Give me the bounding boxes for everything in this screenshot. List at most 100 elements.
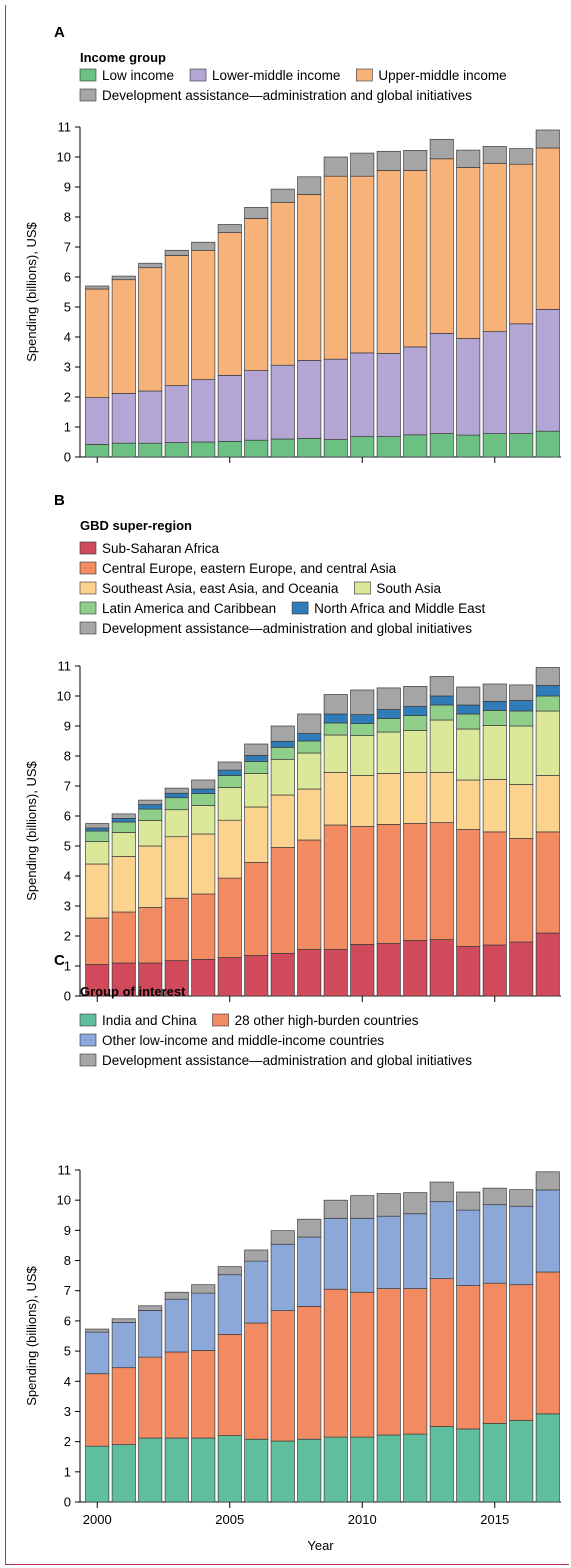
bar-segment xyxy=(217,441,242,458)
bar-segment xyxy=(270,364,295,440)
bar-segment xyxy=(535,1189,560,1273)
bar-segment xyxy=(191,441,216,458)
bar-segment xyxy=(191,1437,216,1503)
bar-segment xyxy=(244,806,269,863)
bar-segment xyxy=(111,911,136,964)
bar-segment xyxy=(350,826,375,945)
bar-segment xyxy=(456,713,481,730)
bar-segment xyxy=(270,740,295,748)
y-tick-label: 3 xyxy=(64,360,71,375)
y-tick-label: 8 xyxy=(64,210,71,225)
y-tick-label: 3 xyxy=(64,1404,71,1419)
bar-segment xyxy=(217,761,242,771)
bar-segment xyxy=(403,1433,428,1503)
bar-segment xyxy=(270,953,295,997)
bar-segment xyxy=(403,1288,428,1435)
bar-segment xyxy=(350,775,375,827)
bar-segment xyxy=(323,722,348,736)
bar-segment xyxy=(297,752,322,790)
legend-swatch xyxy=(189,68,207,82)
bar-segment xyxy=(535,775,560,833)
bar-segment xyxy=(217,769,242,776)
bar-segment xyxy=(376,436,401,458)
bar-segment xyxy=(85,830,110,842)
legend-swatch xyxy=(354,581,371,595)
bar-segment xyxy=(297,1306,322,1440)
y-tick-label: 9 xyxy=(64,719,71,734)
bar-segment xyxy=(509,1284,534,1421)
y-tick-label: 2 xyxy=(64,1434,71,1449)
bar-segment xyxy=(111,1444,136,1503)
bar-segment xyxy=(429,704,454,721)
bar-segment xyxy=(350,175,375,354)
bar-segment xyxy=(376,1215,401,1289)
bar-segment xyxy=(138,808,163,821)
y-tick-label: 6 xyxy=(64,270,71,285)
bar-segment xyxy=(509,1189,534,1207)
bar-segment xyxy=(535,1171,560,1191)
bar-segment xyxy=(376,1288,401,1436)
bar-segment xyxy=(323,949,348,997)
bar-segment xyxy=(191,1284,216,1294)
bar-segment xyxy=(509,710,534,727)
bar-segment xyxy=(482,433,507,458)
x-tick-label: 2005 xyxy=(215,1512,244,1527)
bar-segment xyxy=(456,704,481,715)
bar-segment xyxy=(217,877,242,958)
bar-segment xyxy=(403,730,428,773)
bar-segment xyxy=(297,194,322,361)
bar-segment xyxy=(164,1291,189,1300)
bar-segment xyxy=(429,772,454,823)
bar-segment xyxy=(482,944,507,997)
bar-segment xyxy=(535,932,560,997)
bar-segment xyxy=(350,689,375,715)
bar-segment xyxy=(482,331,507,434)
bar-segment xyxy=(482,710,507,726)
bar-segment xyxy=(270,202,295,366)
legend-label: Sub-Saharan Africa xyxy=(102,541,220,556)
bar-segment xyxy=(138,820,163,847)
y-axis-title: Spending (billions), US$ xyxy=(24,1266,39,1406)
bar-segment xyxy=(270,1310,295,1442)
bar-segment xyxy=(297,788,322,841)
legend-title: Group of interest xyxy=(80,984,186,999)
legend-label: Upper-middle income xyxy=(378,68,506,83)
y-tick-label: 6 xyxy=(64,1313,71,1328)
bar-segment xyxy=(456,1428,481,1503)
legend-swatch xyxy=(79,541,97,555)
bar-segment xyxy=(217,375,242,442)
bar-segment xyxy=(535,147,560,310)
bar-segment xyxy=(482,683,507,702)
bar-segment xyxy=(244,1249,269,1262)
bar-segment xyxy=(244,439,269,458)
bar-segment xyxy=(403,940,428,997)
bar-segment xyxy=(323,713,348,724)
y-tick-label: 10 xyxy=(57,689,71,704)
bar-segment xyxy=(297,949,322,997)
bar-segment xyxy=(111,275,136,281)
bar-segment xyxy=(244,218,269,371)
bar-segment xyxy=(85,827,110,832)
bar-segment xyxy=(270,794,295,848)
bar-segment xyxy=(138,267,163,392)
bar-segment xyxy=(217,232,242,376)
bar-segment xyxy=(323,824,348,950)
legend-label: Development assistance—administration an… xyxy=(102,621,472,636)
bar-segment xyxy=(456,338,481,436)
bar-segment xyxy=(217,819,242,879)
bar-segment xyxy=(297,438,322,458)
bar-segment xyxy=(244,1438,269,1503)
bar-segment xyxy=(323,358,348,440)
bar-segment xyxy=(482,1423,507,1503)
bar-segment xyxy=(111,832,136,857)
bar-segment xyxy=(509,725,534,785)
bar-segment xyxy=(429,1201,454,1280)
y-tick-label: 3 xyxy=(64,899,71,914)
bar-segment xyxy=(429,939,454,997)
bar-segment xyxy=(456,728,481,781)
bar-segment xyxy=(297,740,322,754)
bar-segment xyxy=(456,149,481,168)
y-axis-title: Spending (billions), US$ xyxy=(24,761,39,901)
bar-segment xyxy=(403,170,428,348)
legend-swatch xyxy=(79,561,97,575)
